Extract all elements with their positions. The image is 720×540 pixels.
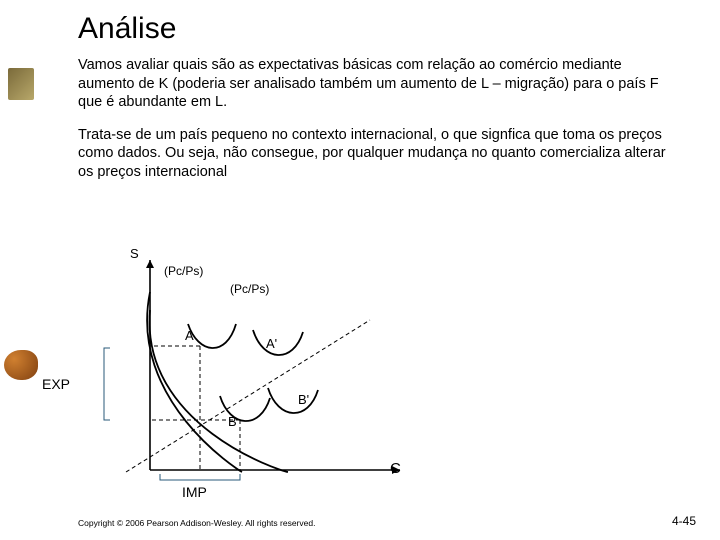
- price-ratio-label-2: (Pc/Ps): [230, 282, 269, 296]
- point-label-a: A: [185, 328, 194, 343]
- price-ratio-label-1: (Pc/Ps): [164, 264, 203, 278]
- copyright-text: Copyright © 2006 Pearson Addison-Wesley.…: [78, 518, 315, 528]
- axis-label-s: S: [130, 246, 139, 261]
- paragraph-2: Trata-se de um país pequeno no contexto …: [78, 126, 678, 182]
- page-title: Análise: [78, 12, 678, 46]
- content-area: Análise Vamos avaliar quais são as expec…: [78, 12, 678, 195]
- point-label-b: B: [228, 414, 237, 429]
- exp-label: EXP: [42, 376, 70, 392]
- paragraph-1: Vamos avaliar quais são as expectativas …: [78, 56, 678, 112]
- page-number: 4-45: [672, 514, 696, 528]
- left-decoration: [0, 0, 40, 540]
- point-label-a-prime: A': [266, 336, 277, 351]
- deco-thumb-2: [4, 350, 38, 380]
- axis-label-c: C: [390, 460, 401, 477]
- slide: Análise Vamos avaliar quais são as expec…: [0, 0, 720, 540]
- imp-label: IMP: [182, 484, 207, 500]
- point-label-b-prime: B': [298, 392, 309, 407]
- deco-thumb-1: [8, 68, 34, 100]
- economics-chart: S (Pc/Ps) (Pc/Ps) A A' B B' EXP IMP C: [70, 250, 440, 500]
